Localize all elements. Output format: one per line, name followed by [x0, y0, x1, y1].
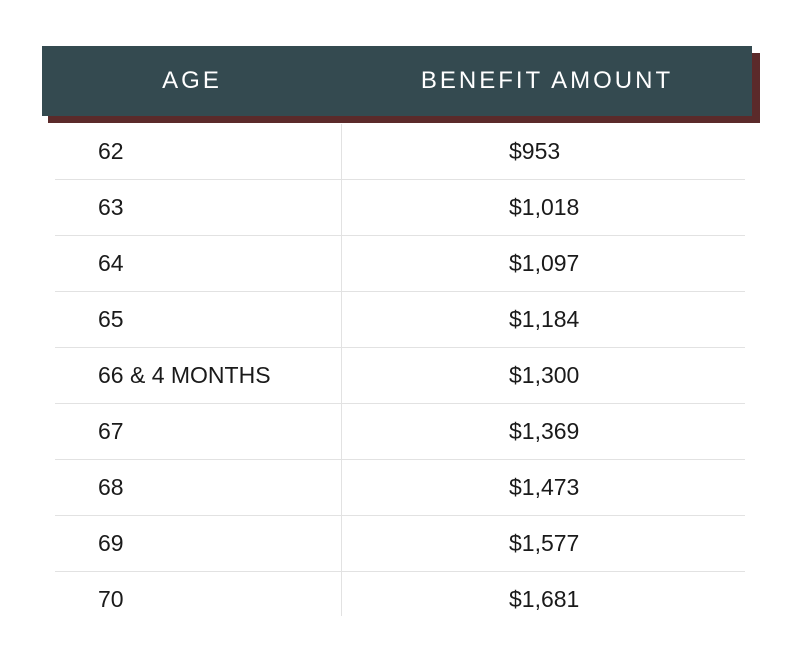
amount-cell: $1,473 [509, 474, 580, 500]
table-row: 64 $1,097 [55, 236, 745, 292]
amount-cell: $1,577 [509, 530, 580, 556]
amount-cell: $1,097 [509, 250, 580, 276]
table-row: 68 $1,473 [55, 460, 745, 516]
amount-cell: $1,300 [509, 362, 580, 388]
age-cell: 67 [98, 418, 124, 444]
table-row: 69 $1,577 [55, 516, 745, 572]
header-benefit-amount: BENEFIT AMOUNT [420, 67, 674, 94]
age-cell: 63 [98, 194, 124, 220]
amount-cell: $953 [509, 138, 561, 164]
table-header: AGE BENEFIT AMOUNT [42, 46, 752, 116]
age-cell: 70 [98, 586, 124, 612]
age-cell: 62 [98, 138, 124, 164]
amount-cell: $1,184 [509, 306, 580, 332]
amount-cell: $1,018 [509, 194, 580, 220]
table-row: 67 $1,369 [55, 404, 745, 460]
table-row: 62 $953 [55, 124, 745, 180]
age-cell: 69 [98, 530, 124, 556]
age-cell: 68 [98, 474, 124, 500]
amount-cell: $1,681 [509, 586, 580, 612]
table-row: 63 $1,018 [55, 180, 745, 236]
amount-cell: $1,369 [509, 418, 580, 444]
age-cell: 66 & 4 MONTHS [98, 362, 271, 388]
table-row: 70 $1,681 [55, 572, 745, 627]
table-row: 65 $1,184 [55, 292, 745, 348]
table-row: 66 & 4 MONTHS $1,300 [55, 348, 745, 404]
header-age: AGE [162, 67, 222, 94]
column-divider [341, 124, 342, 616]
age-cell: 65 [98, 306, 124, 332]
benefit-table: AGE BENEFIT AMOUNT 62 $953 63 $1,018 64 … [42, 46, 760, 616]
age-cell: 64 [98, 250, 124, 276]
table-body: 62 $953 63 $1,018 64 $1,097 65 $1,184 66… [55, 124, 745, 627]
